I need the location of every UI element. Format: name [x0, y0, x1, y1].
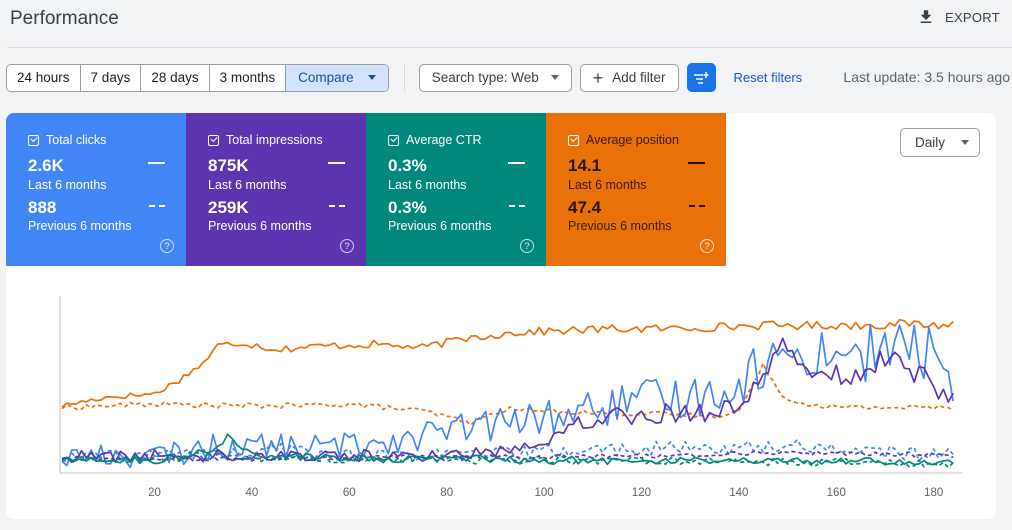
- checkbox-icon[interactable]: [28, 134, 39, 146]
- solid-line-legend: [688, 162, 705, 164]
- checkbox-icon[interactable]: [208, 134, 219, 146]
- performance-card: Total clicks 2.6K Last 6 months 888 Prev…: [6, 113, 996, 519]
- metric-tile-average-ctr[interactable]: Average CTR 0.3% Last 6 months 0.3% Prev…: [366, 113, 546, 266]
- series-line-5: [61, 450, 954, 462]
- metric-period: Last 6 months: [208, 178, 287, 192]
- header-divider: [7, 47, 1012, 48]
- last-update-text: Last update: 3.5 hours ago: [843, 69, 1010, 85]
- help-icon[interactable]: ?: [700, 239, 714, 253]
- compare-dropdown[interactable]: Compare: [286, 64, 388, 91]
- series-line-7: [61, 451, 954, 469]
- chevron-down-icon: [550, 75, 559, 80]
- series-line-2: [61, 323, 954, 469]
- page-title: Performance: [10, 8, 119, 29]
- granularity-dropdown[interactable]: Daily: [900, 128, 980, 157]
- metric-prev-value: 259K: [208, 198, 249, 217]
- metric-label: Average position: [586, 133, 679, 147]
- range-3-months[interactable]: 3 months: [210, 64, 287, 91]
- metric-prev-period: Previous 6 months: [208, 219, 312, 233]
- metric-value: 14.1: [568, 156, 602, 175]
- help-icon[interactable]: ?: [340, 239, 354, 253]
- add-filter-button[interactable]: + Add filter: [579, 63, 679, 92]
- x-tick-label: 20: [148, 487, 161, 499]
- metric-value: 875K: [208, 156, 249, 175]
- compare-label: Compare: [298, 70, 354, 85]
- metric-label: Total impressions: [226, 133, 323, 147]
- reset-filters-link[interactable]: Reset filters: [733, 70, 803, 85]
- metric-prev-value: 47.4: [568, 198, 602, 217]
- date-range-selector: 24 hours 7 days 28 days 3 months Compare: [6, 63, 389, 92]
- checkbox-icon[interactable]: [568, 134, 579, 146]
- dashed-line-legend: [329, 205, 345, 207]
- metric-prev-value: 0.3%: [388, 198, 427, 217]
- metric-header: Average position: [568, 133, 679, 147]
- search-type-label: Search type: Web: [431, 70, 539, 85]
- help-icon[interactable]: ?: [520, 239, 534, 253]
- metric-header: Average CTR: [388, 133, 482, 147]
- chevron-down-icon: [961, 140, 970, 145]
- metric-tile-total-impressions[interactable]: Total impressions 875K Last 6 months 259…: [186, 113, 366, 266]
- metric-header: Total impressions: [208, 133, 323, 147]
- download-icon: [920, 10, 932, 23]
- metric-prev-period: Previous 6 months: [388, 219, 492, 233]
- metric-period: Last 6 months: [388, 178, 467, 192]
- metric-header: Total clicks: [28, 133, 106, 147]
- dashed-line-legend: [509, 205, 525, 207]
- x-tick-label: 40: [246, 487, 259, 499]
- metric-prev-period: Previous 6 months: [568, 219, 672, 233]
- solid-line-legend: [328, 162, 345, 164]
- chevron-down-icon: [367, 75, 376, 80]
- dashed-line-legend: [689, 205, 705, 207]
- filter-list-icon: [694, 71, 709, 84]
- solid-line-legend: [148, 162, 165, 164]
- x-tick-label: 80: [440, 487, 453, 499]
- metric-value: 2.6K: [28, 156, 64, 175]
- filter-settings-button[interactable]: [686, 63, 716, 92]
- plus-icon: +: [592, 67, 604, 88]
- range-7-days[interactable]: 7 days: [81, 64, 142, 91]
- solid-line-legend: [508, 162, 525, 164]
- x-tick-label: 180: [924, 487, 943, 499]
- toolbar: 24 hours 7 days 28 days 3 months Compare…: [6, 63, 802, 92]
- granularity-label: Daily: [915, 135, 946, 150]
- metric-label: Average CTR: [406, 133, 482, 147]
- metric-prev-value: 888: [28, 198, 57, 217]
- metric-tile-total-clicks[interactable]: Total clicks 2.6K Last 6 months 888 Prev…: [6, 113, 186, 266]
- range-24-hours[interactable]: 24 hours: [7, 64, 81, 91]
- metric-value: 0.3%: [388, 156, 427, 175]
- metric-prev-period: Previous 6 months: [28, 219, 132, 233]
- export-button[interactable]: EXPORT: [917, 8, 1000, 26]
- x-tick-label: 120: [632, 487, 651, 499]
- series-line-6: [61, 433, 954, 466]
- help-icon[interactable]: ?: [160, 239, 174, 253]
- export-label: EXPORT: [944, 9, 1000, 25]
- checkbox-icon[interactable]: [388, 134, 399, 146]
- add-filter-label: Add filter: [612, 70, 666, 85]
- range-28-days[interactable]: 28 days: [141, 64, 210, 91]
- search-type-dropdown[interactable]: Search type: Web: [418, 63, 572, 92]
- toolbar-divider: [403, 63, 405, 92]
- x-tick-label: 100: [534, 487, 553, 499]
- x-tick-label: 160: [827, 487, 846, 499]
- metric-label: Total clicks: [46, 133, 107, 147]
- x-tick-label: 140: [729, 487, 748, 499]
- x-tick-label: 60: [343, 487, 356, 499]
- performance-chart: 20 40 60 80 100 120 140 160 180: [59, 296, 962, 499]
- metric-period: Last 6 months: [28, 178, 107, 192]
- dashed-line-legend: [149, 205, 165, 207]
- series-line-0: [61, 318, 954, 408]
- metric-period: Last 6 months: [568, 178, 647, 192]
- metric-tile-average-position[interactable]: Average position 14.1 Last 6 months 47.4…: [546, 113, 726, 266]
